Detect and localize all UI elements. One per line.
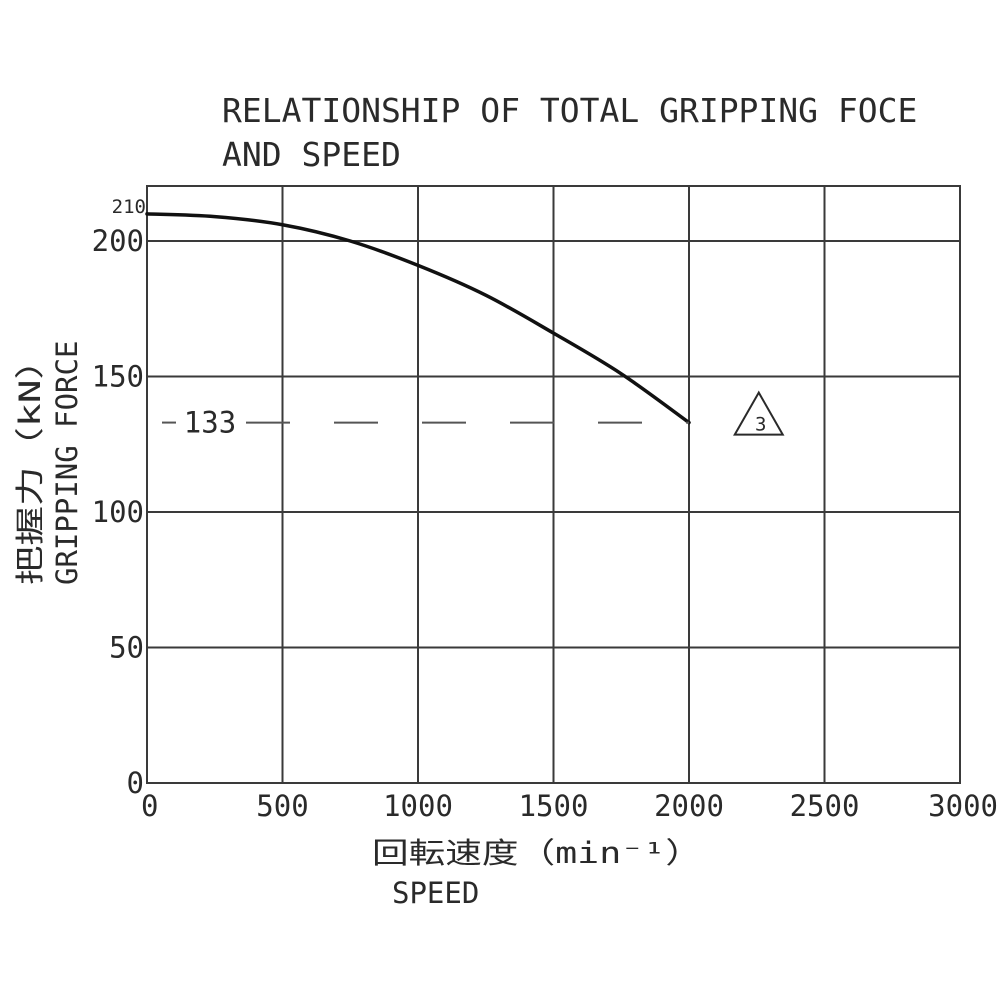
chart-title-line-2: AND SPEED [222, 135, 401, 174]
chart-title-line-1: RELATIONSHIP OF TOTAL GRIPPING FOCE [222, 91, 917, 130]
x-axis-label-line-2: SPEED [392, 876, 479, 910]
y-axis-label-line-1: 把握力（kN） [13, 340, 47, 585]
series-layer [145, 212, 691, 425]
grid [146, 185, 961, 784]
reference-value-label: 133 [184, 406, 236, 440]
y-axis-label-line-2: GRIPPING FORCE [50, 341, 84, 585]
y-tick-label: 150 [92, 360, 144, 394]
y-tick-labels: 0 50 100 150 200 [92, 224, 144, 800]
triangle-icon [733, 390, 785, 436]
y-axis-label: 把握力（kN） GRIPPING FORCE [13, 340, 84, 585]
x-tick-label: 2000 [654, 789, 724, 823]
y-tick-label: 50 [109, 631, 144, 665]
x-tick-labels: 0 500 1000 1500 2000 2500 3000 [141, 789, 998, 823]
revision-number: 3 [755, 414, 766, 436]
y-tick-label: 0 [127, 766, 144, 800]
x-tick-label: 0 [141, 789, 158, 823]
x-tick-label: 500 [256, 789, 308, 823]
x-tick-label: 3000 [928, 789, 998, 823]
x-axis-label-line-1: 回転速度（min⁻¹） [372, 836, 702, 870]
x-tick-label: 2500 [790, 789, 860, 823]
reference-line-group: 133 [162, 406, 689, 440]
y-tick-label: 100 [92, 495, 144, 529]
chart-title: RELATIONSHIP OF TOTAL GRIPPING FOCE AND … [222, 91, 917, 174]
x-tick-label: 1000 [383, 789, 453, 823]
x-tick-label: 1500 [519, 789, 589, 823]
y-tick-label: 200 [92, 224, 144, 258]
revision-triangle-marker: 3 [733, 390, 785, 436]
annotation-layer: 210 133 3 [112, 196, 785, 440]
x-axis-label: 回転速度（min⁻¹） SPEED [372, 836, 702, 910]
max-value-label: 210 [112, 196, 146, 218]
gripping-force-curve [145, 212, 691, 425]
